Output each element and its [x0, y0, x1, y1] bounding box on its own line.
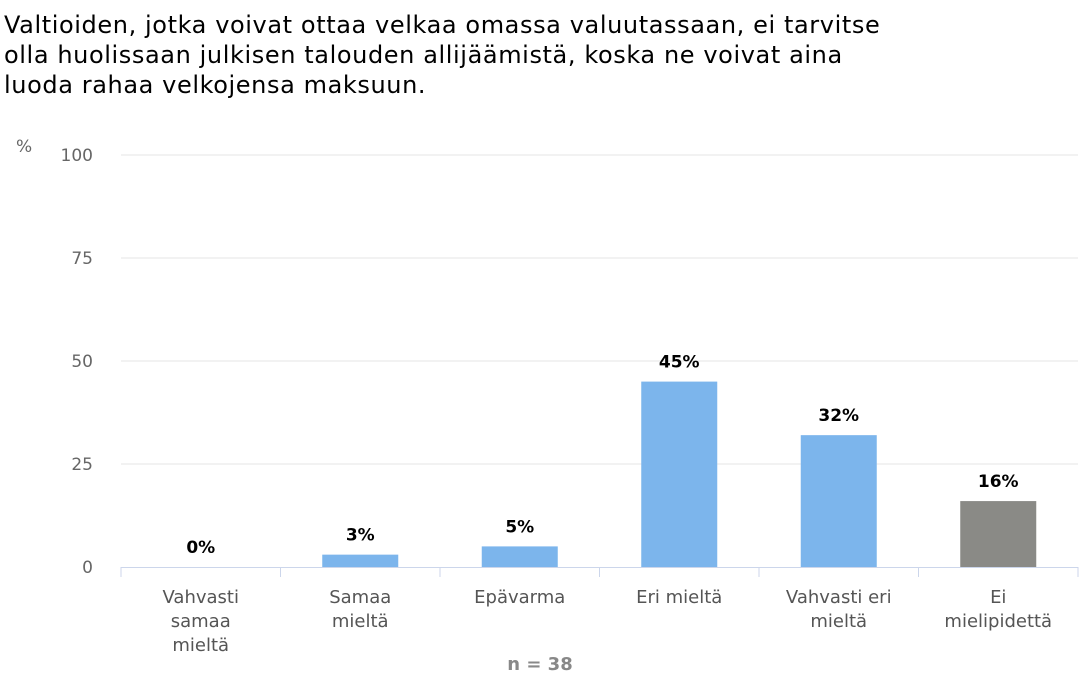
- x-category-label: Vahvasti samaa mieltä: [163, 587, 239, 656]
- y-axis: % 0 25 50 75 100: [16, 137, 93, 578]
- bar: [641, 381, 718, 567]
- data-label: 5%: [505, 517, 534, 537]
- bar: [322, 554, 399, 567]
- data-label: 3%: [346, 526, 375, 546]
- x-category-label-line: mielipidettä: [944, 611, 1052, 632]
- x-category-label-line: Epävarma: [474, 587, 565, 608]
- x-category-label-line: mieltä: [332, 611, 389, 632]
- data-label: 0%: [186, 538, 215, 558]
- bar: [481, 546, 558, 567]
- x-category-label-line: Samaa: [329, 587, 391, 608]
- y-tick-label: 100: [61, 146, 93, 166]
- bar: [800, 435, 877, 567]
- x-category-label-line: samaa: [171, 611, 231, 632]
- gridlines: [121, 154, 1078, 465]
- x-category-label-line: Vahvasti: [163, 587, 239, 608]
- chart-title-line: luoda rahaa velkojensa maksuun.: [4, 71, 427, 99]
- bars: [322, 381, 1037, 567]
- x-category-label-line: Eri mieltä: [636, 587, 722, 608]
- data-labels: 0% 3% 5% 45% 32% 16%: [186, 353, 1018, 558]
- data-label: 16%: [978, 472, 1019, 492]
- chart-title-line: olla huolissaan julkisen talouden allijä…: [4, 41, 843, 69]
- chart-title: Valtioiden, jotka voivat ottaa velkaa om…: [4, 10, 1064, 100]
- data-label: 32%: [818, 406, 859, 426]
- x-category-label: Epävarma: [474, 587, 565, 608]
- y-tick-label: 0: [82, 558, 93, 578]
- bar: [960, 501, 1037, 567]
- x-category-label: Samaa mieltä: [329, 587, 391, 632]
- x-category-label-line: Vahvasti eri: [786, 587, 892, 608]
- y-tick-label: 75: [71, 249, 93, 269]
- x-category-label: Eri mieltä: [636, 587, 722, 608]
- sample-size-note: n = 38: [507, 654, 572, 675]
- y-tick-label: 25: [71, 455, 93, 475]
- x-category-label: Ei mielipidettä: [944, 587, 1052, 632]
- x-axis: Vahvasti samaa mieltä Samaa mieltä Epävarma Er…: [120, 567, 1079, 656]
- data-label: 45%: [659, 353, 700, 373]
- x-category-label: Vahvasti eri mieltä: [786, 587, 892, 632]
- y-axis-unit-label: %: [16, 137, 32, 157]
- chart-title-line: Valtioiden, jotka voivat ottaa velkaa om…: [4, 11, 881, 39]
- x-category-label-line: Ei: [990, 587, 1006, 608]
- x-category-label-line: mieltä: [810, 611, 867, 632]
- x-category-label-line: mieltä: [172, 635, 229, 656]
- y-tick-label: 50: [71, 352, 93, 372]
